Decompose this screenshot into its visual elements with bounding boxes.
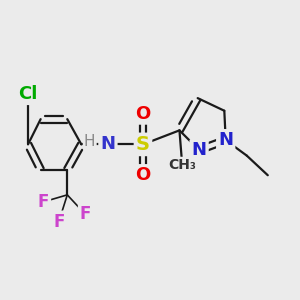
Text: H: H bbox=[84, 134, 95, 148]
Text: O: O bbox=[135, 104, 151, 122]
Text: O: O bbox=[135, 166, 151, 184]
Text: F: F bbox=[80, 206, 91, 224]
Text: CH₃: CH₃ bbox=[168, 158, 196, 172]
Text: N: N bbox=[218, 131, 233, 149]
Text: F: F bbox=[38, 193, 49, 211]
Text: S: S bbox=[136, 135, 150, 154]
Text: Cl: Cl bbox=[18, 85, 38, 103]
Text: N: N bbox=[192, 141, 207, 159]
Text: F: F bbox=[53, 212, 64, 230]
Text: N: N bbox=[100, 135, 116, 153]
